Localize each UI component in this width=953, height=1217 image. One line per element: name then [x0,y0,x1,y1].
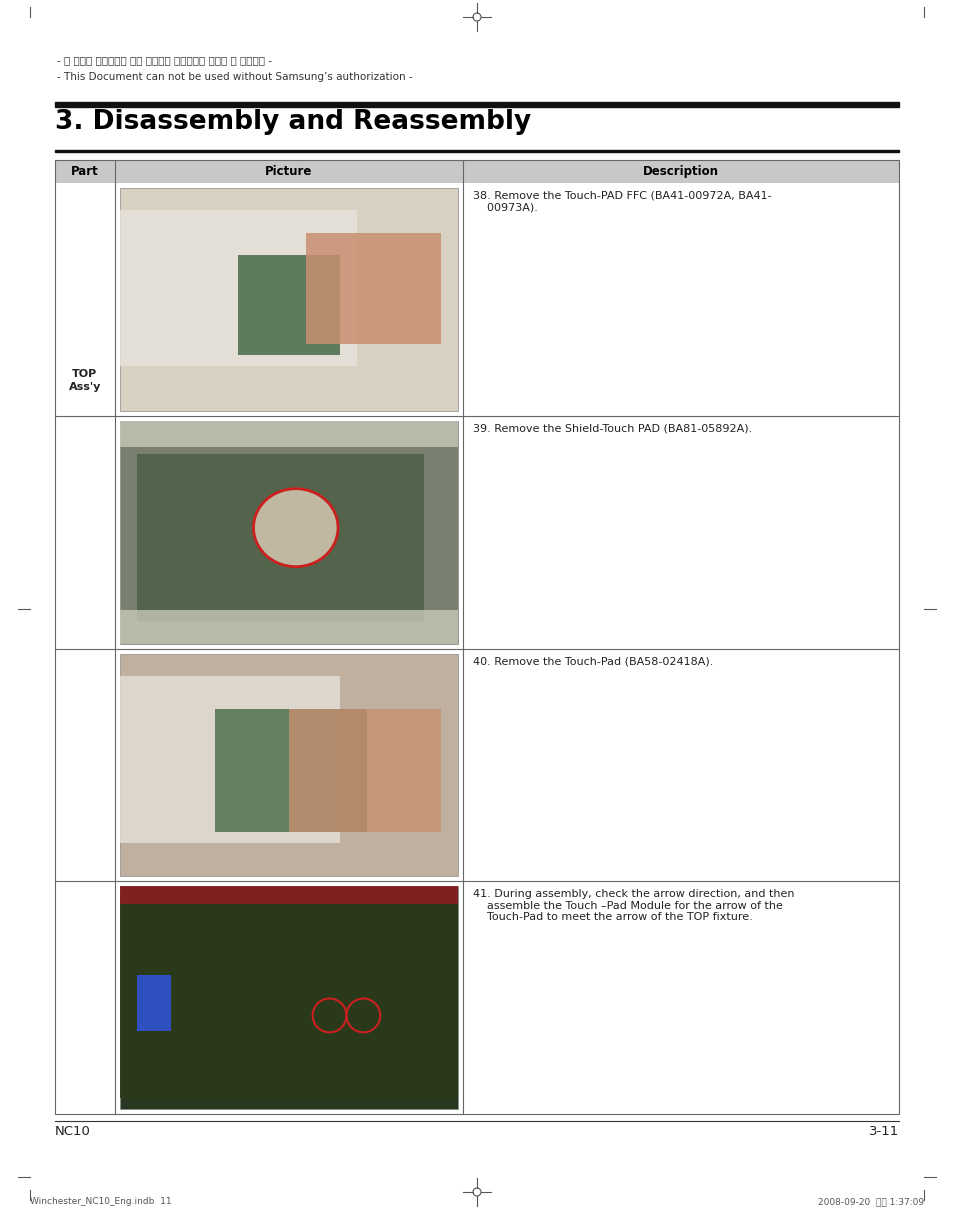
Text: Picture: Picture [265,166,313,178]
Text: 40. Remove the Touch-Pad (BA58-02418A).: 40. Remove the Touch-Pad (BA58-02418A). [473,656,713,667]
Bar [238,254,339,355]
Text: 3. Disassembly and Reassembly: 3. Disassembly and Reassembly [55,110,531,135]
Bar [214,710,366,831]
Bar [120,187,457,411]
Bar [55,159,898,1114]
Bar [120,675,339,843]
Ellipse shape [253,489,337,567]
Bar [55,102,898,107]
Text: Description: Description [642,166,719,178]
Text: Winchester_NC10_Eng.indb  11: Winchester_NC10_Eng.indb 11 [30,1198,172,1206]
Text: 38. Remove the Touch-PAD FFC (BA41-00972A, BA41-
    00973A).: 38. Remove the Touch-PAD FFC (BA41-00972… [473,191,771,213]
Text: NC10: NC10 [55,1125,91,1138]
Text: - This Document can not be used without Samsung’s authorization -: - This Document can not be used without … [57,72,413,82]
Bar [120,886,457,1109]
Bar [137,454,424,621]
Text: 3-11: 3-11 [868,1125,898,1138]
Bar [120,421,457,644]
Bar [55,150,898,152]
Bar [289,710,440,831]
Text: - 이 문서는 삼성전자의 기술 자산으로 승인자만이 사용할 수 있습니다 -: - 이 문서는 삼성전자의 기술 자산으로 승인자만이 사용할 수 있습니다 - [57,55,272,65]
Bar [55,159,898,183]
Bar [120,886,457,904]
Text: TOP
Ass'y: TOP Ass'y [69,369,101,392]
Text: 39. Remove the Shield-Touch PAD (BA81-05892A).: 39. Remove the Shield-Touch PAD (BA81-05… [473,424,752,433]
Text: 41. During assembly, check the arrow direction, and then
    assemble the Touch : 41. During assembly, check the arrow dir… [473,890,794,922]
Bar [137,975,171,1031]
Bar [120,211,356,366]
Bar [120,893,457,1098]
Text: 2008-09-20  오후 1:37:09: 2008-09-20 오후 1:37:09 [817,1198,923,1206]
Bar [120,654,457,876]
Bar [306,232,440,344]
Text: Part: Part [71,166,99,178]
Bar [120,610,457,644]
Bar [120,421,457,448]
